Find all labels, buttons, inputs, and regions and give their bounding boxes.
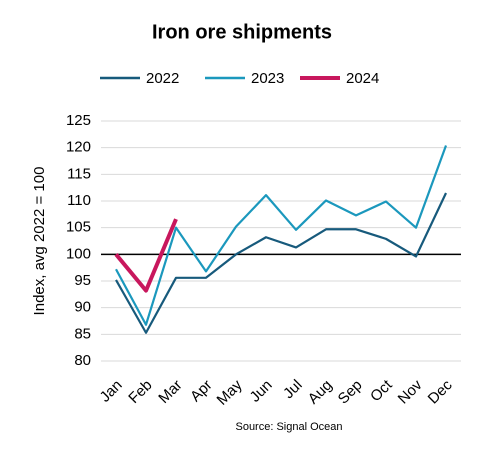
x-tick-label: Jul: [280, 377, 306, 403]
chart-title: Iron ore shipments: [152, 21, 332, 43]
legend-label: 2023: [251, 70, 284, 87]
x-tick-label: Dec: [425, 376, 456, 407]
y-tick-label: 90: [74, 299, 91, 316]
y-tick-label: 105: [66, 219, 91, 236]
y-tick-label: 120: [66, 139, 91, 156]
y-axis-label: Index, avg 2022 = 100: [31, 167, 48, 316]
y-tick-label: 85: [74, 325, 91, 342]
series-line: [115, 145, 448, 326]
x-tick-label: Oct: [367, 376, 396, 405]
x-tick-label: Sep: [335, 377, 366, 408]
x-tick-label: Apr: [187, 377, 216, 406]
y-tick-label: 80: [74, 352, 91, 369]
y-tick-label: 110: [67, 192, 91, 209]
legend-label: 2024: [346, 70, 379, 87]
y-tick-label: 115: [67, 165, 91, 182]
source: Source: Signal Ocean: [235, 421, 342, 433]
x-tick-label: Aug: [305, 377, 336, 408]
legend-label: 2022: [146, 70, 179, 87]
series-line: [115, 192, 447, 334]
series-line: [114, 218, 178, 293]
y-tick-label: 100: [66, 245, 91, 262]
x-tick-label: Jun: [247, 377, 276, 406]
y-tick-label: 125: [66, 112, 91, 129]
x-tick-label: Nov: [395, 376, 426, 407]
y-tick-label: 95: [74, 272, 91, 289]
x-tick-label: May: [214, 376, 246, 408]
x-tick-label: Feb: [125, 377, 155, 407]
x-tick-label: Mar: [155, 377, 185, 407]
x-tick-label: Jan: [97, 377, 126, 406]
